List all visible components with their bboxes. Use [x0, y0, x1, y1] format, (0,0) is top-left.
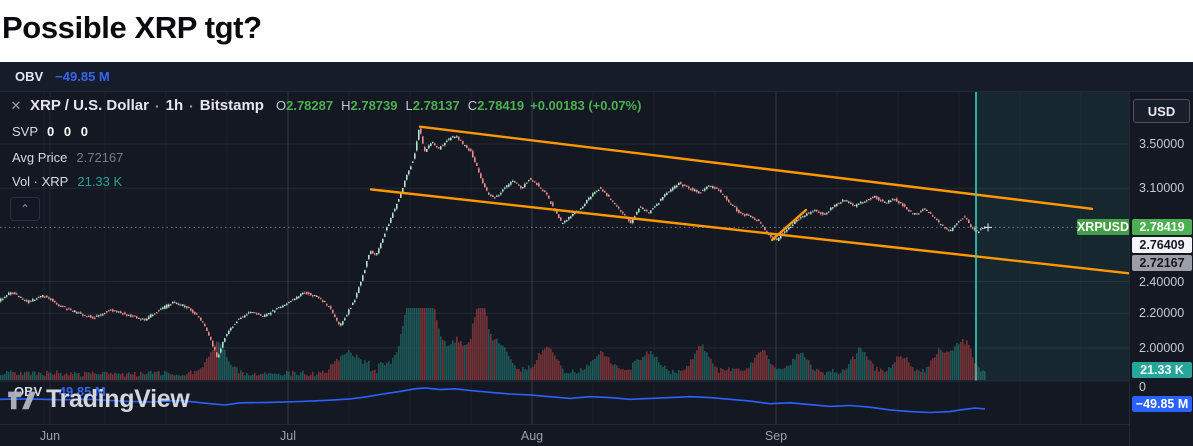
chart-panel: ✕ XRP / U.S. Dollar · 1h · Bitstamp O2.7…: [0, 92, 1193, 446]
price-tick-label: 2.20000: [1139, 306, 1185, 321]
time-axis[interactable]: Jun Jul Aug Sep: [0, 424, 1129, 446]
open-label: O: [275, 98, 287, 113]
ohlc-values: O2.78287 H2.78739 L2.78137 C2.78419: [276, 98, 524, 113]
poc-level-badge: 2.76409: [1132, 237, 1192, 254]
time-axis-label-jul: Jul: [280, 429, 296, 443]
post-title-band: Possible XRP tgt?: [0, 0, 1193, 62]
obv-strip-value: −49.85 M: [55, 69, 110, 84]
tradingview-watermark: TradingView: [6, 385, 190, 414]
obv-indicator-strip[interactable]: OBV −49.85 M: [0, 62, 1193, 92]
close-value: 2.78419: [477, 98, 525, 113]
collapse-legend-button[interactable]: ⌃: [10, 197, 40, 221]
obv-zero-label: 0: [1139, 380, 1146, 394]
svp-label: SVP: [12, 124, 39, 139]
avg-price-badge: 2.72167: [1132, 255, 1192, 272]
trendline-channel-upper[interactable]: [418, 125, 1094, 211]
tradingview-watermark-text: TradingView: [46, 385, 190, 413]
obv-pane-value: −49.85 M: [51, 384, 106, 399]
change-value: +0.00183 (+0.07%): [530, 98, 642, 113]
tradingview-logo-icon: [8, 391, 36, 409]
avg-price-value: 2.72167: [76, 150, 124, 165]
obv-line: [0, 387, 986, 414]
chevron-up-icon: ⌃: [19, 202, 31, 216]
last-price-badge: 2.78419: [1132, 219, 1192, 236]
low-label: L: [405, 98, 413, 113]
obv-value-badge: −49.85 M: [1132, 396, 1192, 412]
gridlines-layer: [0, 92, 1129, 424]
price-tick-label: 3.50000: [1139, 137, 1185, 151]
avg-price-legend-row[interactable]: Avg Price 2.72167: [12, 150, 123, 165]
price-chart-canvas[interactable]: [0, 92, 1129, 446]
volume-badge: 21.33 K: [1132, 362, 1192, 378]
volume-layer: [0, 308, 986, 380]
chart-header: ✕ XRP / U.S. Dollar · 1h · Bitstamp O2.7…: [8, 97, 642, 114]
interval-label[interactable]: 1h: [165, 97, 184, 114]
volume-value: 21.33 K: [77, 174, 123, 189]
open-value: 2.78287: [286, 98, 334, 113]
svp-legend-row[interactable]: SVP 0 0 0: [12, 124, 91, 139]
high-value: 2.78739: [350, 98, 398, 113]
price-axis[interactable]: USD 3.50000 3.10000 2.40000 2.20000 2.00000 …: [1129, 92, 1193, 446]
time-axis-label-sep: Sep: [764, 429, 788, 443]
close-icon[interactable]: ✕: [10, 97, 22, 113]
low-value: 2.78137: [412, 98, 460, 113]
separator-dot: ·: [189, 97, 194, 114]
time-axis-label-jun: Jun: [39, 429, 61, 443]
volume-label: Vol · XRP: [12, 174, 69, 189]
avg-price-label: Avg Price: [12, 150, 68, 165]
svp-values: 0 0 0: [47, 124, 91, 139]
trendline-channel-lower[interactable]: [369, 188, 1129, 275]
last-price-marker: [984, 223, 992, 232]
trendline-breakout-line[interactable]: [770, 208, 808, 242]
currency-usd-button[interactable]: USD: [1133, 99, 1190, 123]
obv-strip-label: OBV: [15, 69, 44, 84]
candles-layer: [0, 127, 986, 358]
price-tick-label: 3.10000: [1139, 181, 1185, 196]
price-tick-label: 2.00000: [1139, 341, 1185, 355]
symbol-title[interactable]: XRP / U.S. Dollar: [30, 97, 149, 114]
exchange-label: Bitstamp: [199, 97, 264, 114]
price-tick-label: 2.40000: [1139, 274, 1185, 289]
volume-legend-row[interactable]: Vol · XRP 21.33 K: [12, 174, 122, 189]
time-axis-label-aug: Aug: [520, 429, 544, 443]
close-label: C: [467, 98, 478, 113]
separator-dot: ·: [154, 97, 160, 114]
page-title: Possible XRP tgt?: [2, 10, 262, 45]
series-symbol-badge: XRPUSD: [1076, 219, 1130, 236]
high-label: H: [341, 98, 351, 113]
